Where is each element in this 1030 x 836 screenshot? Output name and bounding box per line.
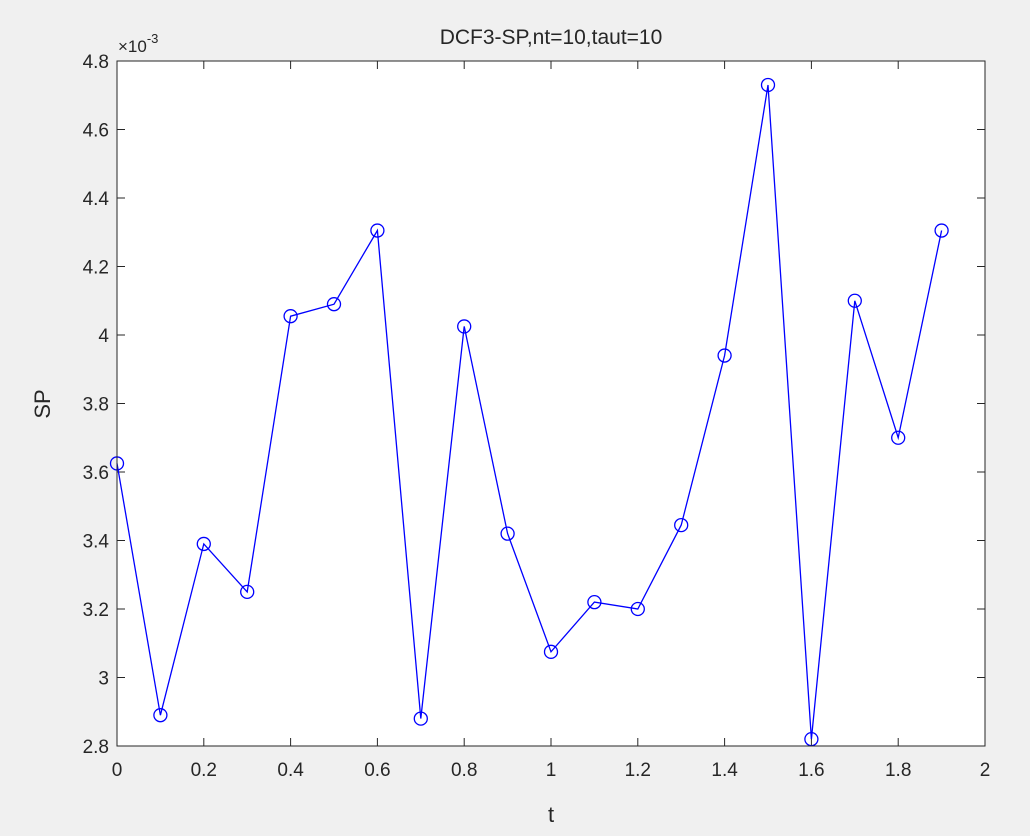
data-point bbox=[153, 708, 168, 723]
data-point bbox=[630, 601, 645, 617]
x-tick-label: 0.8 bbox=[451, 760, 477, 781]
data-point bbox=[500, 526, 515, 541]
axes-box bbox=[116, 60, 986, 747]
chart-title: DCF3-SP,nt=10,taut=10 bbox=[440, 26, 663, 49]
data-point bbox=[717, 348, 732, 363]
data-point bbox=[370, 223, 385, 238]
y-tick-label: 3 bbox=[98, 669, 109, 690]
y-tick-label: 4 bbox=[98, 326, 109, 347]
data-series bbox=[109, 77, 949, 747]
y-tick-label: 3.2 bbox=[83, 600, 109, 621]
x-tick-label: 0.2 bbox=[191, 760, 217, 781]
exponent-power: -3 bbox=[147, 31, 159, 46]
x-tick-label: 0.6 bbox=[364, 760, 390, 781]
x-tick-label: 1.8 bbox=[885, 760, 911, 781]
series-line bbox=[116, 84, 943, 740]
data-point bbox=[457, 319, 472, 334]
x-tick-label: 0 bbox=[112, 760, 123, 781]
x-tick-label: 0.4 bbox=[277, 760, 304, 781]
x-tick-label: 1 bbox=[546, 760, 557, 781]
y-axis-exponent: ×10-3 bbox=[118, 31, 158, 56]
y-tick-label: 4.8 bbox=[83, 52, 109, 73]
x-axis-label: t bbox=[548, 802, 554, 827]
data-point bbox=[891, 430, 906, 445]
data-point bbox=[326, 297, 342, 312]
plot-area bbox=[117, 61, 985, 746]
y-tick-label: 2.8 bbox=[83, 737, 109, 758]
tick-labels: 0 0.2 0.4 0.6 0.8 1 1.2 1.4 1.6 1.8 2 2.8 3 3.2 3.4 3.6… bbox=[83, 52, 991, 781]
data-point bbox=[934, 223, 949, 238]
exponent-base: ×10 bbox=[118, 37, 147, 56]
x-tick-label: 1.2 bbox=[625, 760, 651, 781]
data-point bbox=[543, 644, 559, 659]
y-tick-label: 3.4 bbox=[83, 532, 110, 553]
x-tick-label: 2 bbox=[980, 760, 991, 781]
data-point bbox=[674, 517, 689, 533]
data-point bbox=[196, 536, 211, 552]
x-tick-label: 1.6 bbox=[798, 760, 824, 781]
y-tick-label: 3.6 bbox=[83, 463, 109, 484]
data-point bbox=[413, 711, 428, 726]
y-tick-label: 4.4 bbox=[83, 189, 110, 210]
x-tick-label: 1.4 bbox=[711, 760, 738, 781]
data-point bbox=[760, 77, 776, 93]
y-axis-label: SP bbox=[30, 389, 55, 418]
data-point bbox=[587, 595, 602, 610]
data-point bbox=[240, 584, 255, 600]
data-point bbox=[847, 293, 862, 308]
y-tick-label: 4.2 bbox=[83, 258, 109, 279]
y-tick-label: 3.8 bbox=[83, 395, 109, 416]
y-tick-label: 4.6 bbox=[83, 121, 109, 142]
data-point bbox=[283, 309, 298, 324]
